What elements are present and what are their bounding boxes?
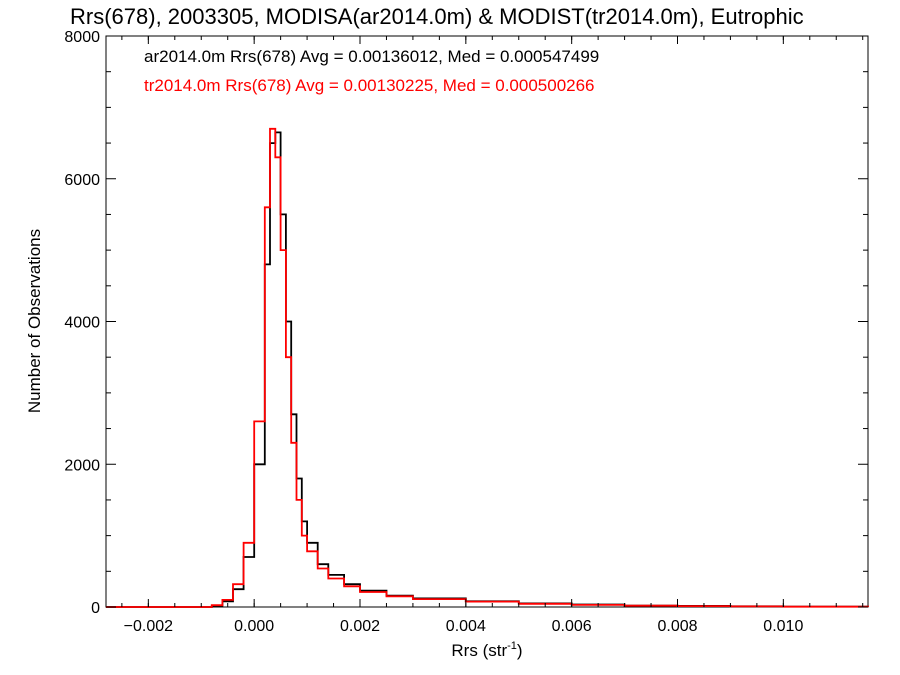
series-layer bbox=[106, 127, 869, 608]
x-tick-label-4: 0.006 bbox=[552, 618, 592, 635]
y-tick-label-3: 6000 bbox=[64, 172, 100, 189]
x-axis-label-close: ) bbox=[517, 641, 523, 660]
x-axis-label-main: Rrs (str bbox=[451, 641, 507, 660]
y-tick-label-2: 4000 bbox=[64, 315, 100, 332]
y-axis-label: Number of Observations bbox=[25, 229, 44, 413]
legend-entry-tr2014: tr2014.0m Rrs(678) Avg = 0.00130225, Med… bbox=[144, 76, 595, 95]
series-line-tr2014.0m bbox=[106, 127, 869, 608]
x-axis-label-superscript: -1 bbox=[507, 640, 517, 652]
x-tick-label-5: 0.008 bbox=[657, 618, 697, 635]
x-tick-label-3: 0.004 bbox=[446, 618, 486, 635]
plot-frame bbox=[105, 35, 869, 608]
x-tick-label-0: −0.002 bbox=[124, 618, 173, 635]
legend: ar2014.0m Rrs(678) Avg = 0.00136012, Med… bbox=[144, 47, 599, 95]
y-tick-label-1: 2000 bbox=[64, 457, 100, 474]
x-tick-label-6: 0.010 bbox=[763, 618, 803, 635]
x-tick-label-2: 0.002 bbox=[340, 618, 380, 635]
x-tick-label-1: 0.000 bbox=[234, 618, 274, 635]
chart-title: Rrs(678), 2003305, MODISA(ar2014.0m) & M… bbox=[70, 4, 804, 29]
ticks-layer: −0.002 0.000 0.002 0.004 0.006 0.008 0.010 0 200… bbox=[64, 29, 868, 635]
x-axis-label: Rrs (str-1) bbox=[451, 640, 522, 660]
legend-entry-ar2014: ar2014.0m Rrs(678) Avg = 0.00136012, Med… bbox=[144, 47, 599, 66]
series-line-ar2014.0m bbox=[106, 131, 869, 608]
y-tick-label-0: 0 bbox=[91, 600, 100, 617]
y-tick-label-4: 8000 bbox=[64, 29, 100, 46]
